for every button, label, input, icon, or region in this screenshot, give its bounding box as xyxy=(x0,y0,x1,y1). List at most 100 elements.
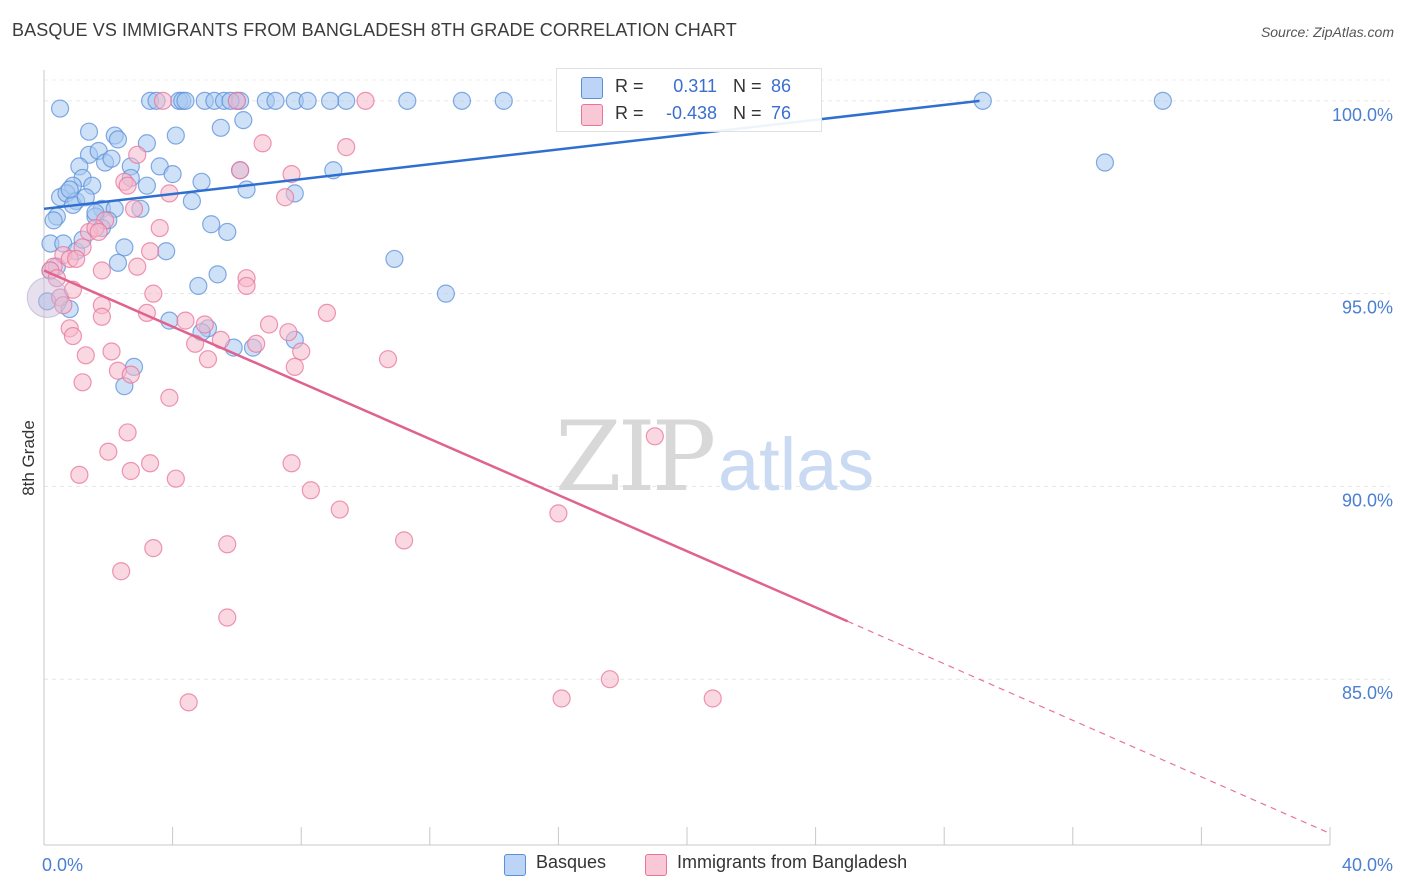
point-basques xyxy=(44,211,63,230)
point-bangladesh xyxy=(63,326,83,346)
point-basques xyxy=(108,130,128,149)
point-bangladesh xyxy=(218,608,237,627)
legend-n-value: 76 xyxy=(771,103,792,123)
point-basques xyxy=(494,91,513,110)
point-basques xyxy=(115,238,134,257)
point-bangladesh xyxy=(102,342,121,361)
bottom-legend-label-bangladesh: Immigrants from Bangladesh xyxy=(677,852,908,872)
point-bangladesh xyxy=(285,357,304,376)
chart-title: BASQUE VS IMMIGRANTS FROM BANGLADESH 8TH… xyxy=(12,20,737,40)
point-basques xyxy=(166,126,185,145)
point-bangladesh xyxy=(70,465,89,484)
legend-n-label: N = xyxy=(733,103,762,123)
stats-legend: R = 0.311 N = 86 R = -0.438 N = 76 xyxy=(556,68,822,132)
trendline-dashed-bangladesh xyxy=(847,620,1331,834)
point-bangladesh xyxy=(67,249,86,269)
point-bangladesh xyxy=(128,145,147,164)
point-bangladesh xyxy=(552,689,571,708)
x-tick-label: 40.0% xyxy=(1342,855,1393,875)
point-bangladesh xyxy=(99,442,118,461)
point-bangladesh xyxy=(279,323,298,342)
point-bangladesh xyxy=(195,315,214,334)
point-bangladesh xyxy=(118,423,137,442)
point-basques xyxy=(211,118,230,137)
point-basques xyxy=(385,249,404,269)
point-bangladesh xyxy=(282,165,301,184)
point-basques xyxy=(137,176,156,195)
point-bangladesh xyxy=(112,562,131,581)
point-basques xyxy=(182,191,201,211)
point-bangladesh xyxy=(218,535,237,554)
trendline-basques xyxy=(43,99,980,211)
point-basques xyxy=(163,165,182,184)
point-basques xyxy=(108,253,128,272)
point-bangladesh xyxy=(330,500,349,519)
legend-swatch-bangladesh xyxy=(581,104,603,126)
point-basques xyxy=(79,122,99,141)
bottom-legend-label-basques: Basques xyxy=(536,852,607,872)
watermark-atlas: atlas xyxy=(718,423,874,506)
y-tick-label: 85.0% xyxy=(1342,683,1393,703)
point-cluster xyxy=(26,276,68,318)
point-basques xyxy=(436,284,455,303)
point-bangladesh xyxy=(140,242,160,261)
bottom-legend-swatch-basques xyxy=(504,854,526,876)
y-tick-label: 90.0% xyxy=(1342,490,1393,510)
trendline-bangladesh xyxy=(43,269,849,623)
point-bangladesh xyxy=(301,481,320,500)
point-bangladesh xyxy=(247,334,266,353)
point-basques xyxy=(50,99,70,118)
stats-legend-row-basques: R = 0.311 N = 86 xyxy=(557,73,821,101)
point-basques xyxy=(1153,91,1172,110)
point-bangladesh xyxy=(121,461,140,481)
legend-r-label: R = xyxy=(615,103,644,123)
point-bangladesh xyxy=(231,161,250,180)
stats-legend-row-bangladesh: R = -0.438 N = 76 xyxy=(557,100,821,128)
y-tick-label: 95.0% xyxy=(1342,298,1393,318)
point-bangladesh xyxy=(124,199,144,218)
watermark-zip: ZIP xyxy=(555,401,714,513)
point-bangladesh xyxy=(176,311,195,330)
point-basques xyxy=(218,222,237,242)
point-bangladesh xyxy=(549,504,568,523)
point-bangladesh xyxy=(227,91,246,110)
legend-n-label: N = xyxy=(733,76,762,96)
point-bangladesh xyxy=(89,222,108,242)
legend-r-label: R = xyxy=(615,76,644,96)
point-basques xyxy=(1095,153,1115,172)
point-bangladesh xyxy=(160,388,179,407)
point-basques xyxy=(398,91,417,110)
point-bangladesh xyxy=(179,693,198,712)
source-label: Source: ZipAtlas.com xyxy=(1260,24,1394,40)
point-bangladesh xyxy=(140,454,160,473)
point-basques xyxy=(208,265,227,284)
point-bangladesh xyxy=(153,91,173,110)
point-bangladesh xyxy=(378,350,398,369)
legend-r-value: 0.311 xyxy=(673,76,717,96)
point-basques xyxy=(234,111,253,130)
point-basques xyxy=(337,91,356,110)
point-bangladesh xyxy=(317,303,337,323)
y-axis-title: 8th Grade xyxy=(19,420,38,496)
y-tick-label: 100.0% xyxy=(1332,105,1393,125)
point-bangladesh xyxy=(337,138,356,157)
point-bangladesh xyxy=(282,454,301,473)
point-basques xyxy=(60,180,79,199)
point-bangladesh xyxy=(118,176,137,195)
point-basques xyxy=(298,91,317,110)
point-basques xyxy=(452,91,472,110)
point-bangladesh xyxy=(121,365,140,384)
point-basques xyxy=(189,276,208,296)
point-bangladesh xyxy=(253,134,272,153)
point-bangladesh xyxy=(150,218,169,238)
point-bangladesh xyxy=(600,670,619,689)
point-bangladesh xyxy=(259,315,279,334)
point-bangladesh xyxy=(144,284,163,303)
point-bangladesh xyxy=(76,346,95,365)
point-bangladesh xyxy=(144,539,163,558)
bottom-legend-swatch-bangladesh xyxy=(645,854,667,876)
legend-r-value: -0.438 xyxy=(665,103,717,123)
point-bangladesh xyxy=(54,296,73,315)
point-basques xyxy=(102,149,121,168)
point-bangladesh xyxy=(237,276,256,296)
